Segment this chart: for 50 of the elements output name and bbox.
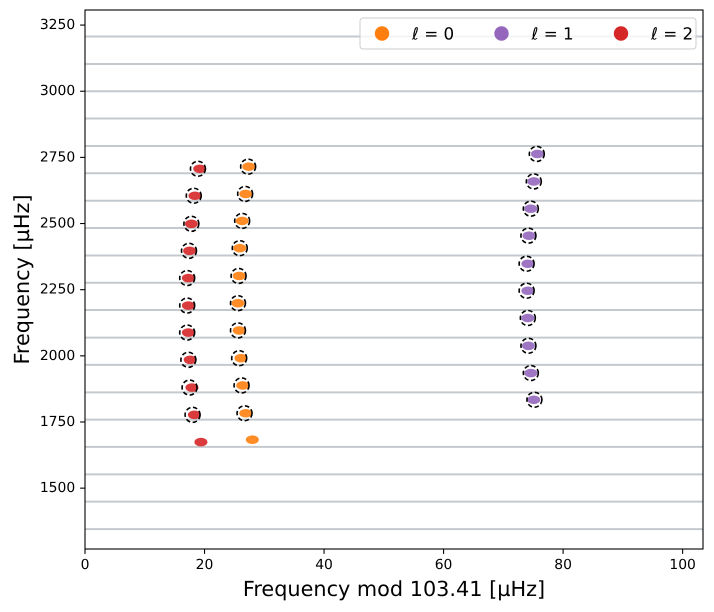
x-tick-label: 80 xyxy=(554,556,572,573)
point xyxy=(528,146,546,162)
y-tick-label: 2750 xyxy=(40,149,76,166)
point xyxy=(231,240,248,256)
point xyxy=(526,391,543,408)
point xyxy=(240,158,256,175)
point xyxy=(233,377,250,394)
legend-label: ℓ = 0 xyxy=(411,24,454,44)
point xyxy=(178,297,196,314)
y-tick-label: 2500 xyxy=(40,216,76,232)
point xyxy=(236,186,254,202)
point xyxy=(236,404,253,422)
point xyxy=(526,173,542,190)
point xyxy=(183,216,200,232)
legend-label: ℓ = 1 xyxy=(530,24,574,44)
point xyxy=(520,310,536,326)
y-tick-label: 1750 xyxy=(40,414,76,430)
point xyxy=(190,160,206,178)
point xyxy=(520,227,537,244)
y-tick-label: 2000 xyxy=(40,348,76,364)
point xyxy=(185,187,202,204)
x-tick-label: 40 xyxy=(315,556,333,573)
point xyxy=(520,337,537,354)
point xyxy=(181,379,198,396)
y-tick-label: 1500 xyxy=(40,480,76,496)
x-tick-label: 100 xyxy=(669,556,696,573)
point xyxy=(518,282,535,300)
point xyxy=(230,350,248,367)
point xyxy=(184,406,201,424)
y-tick-label: 3250 xyxy=(40,17,76,34)
point xyxy=(230,294,246,312)
x-tick-label: 0 xyxy=(80,556,90,573)
point xyxy=(234,212,250,230)
x-tick-label: 20 xyxy=(196,556,214,573)
point xyxy=(518,255,535,272)
point xyxy=(178,270,196,286)
x-axis-title: Frequency mod 103.41 [μHz] xyxy=(242,577,546,601)
point xyxy=(178,324,196,341)
point xyxy=(522,364,540,382)
x-tick-label: 60 xyxy=(434,556,452,573)
point xyxy=(180,352,197,368)
y-tick-label: 3000 xyxy=(40,83,76,100)
point xyxy=(246,435,259,444)
y-tick-label: 2250 xyxy=(40,282,76,298)
y-axis-title: Frequency [μHz] xyxy=(10,194,34,365)
point xyxy=(230,322,246,339)
point xyxy=(180,242,198,260)
point xyxy=(230,268,247,284)
legend-label: ℓ = 2 xyxy=(650,24,694,44)
point xyxy=(522,200,540,218)
